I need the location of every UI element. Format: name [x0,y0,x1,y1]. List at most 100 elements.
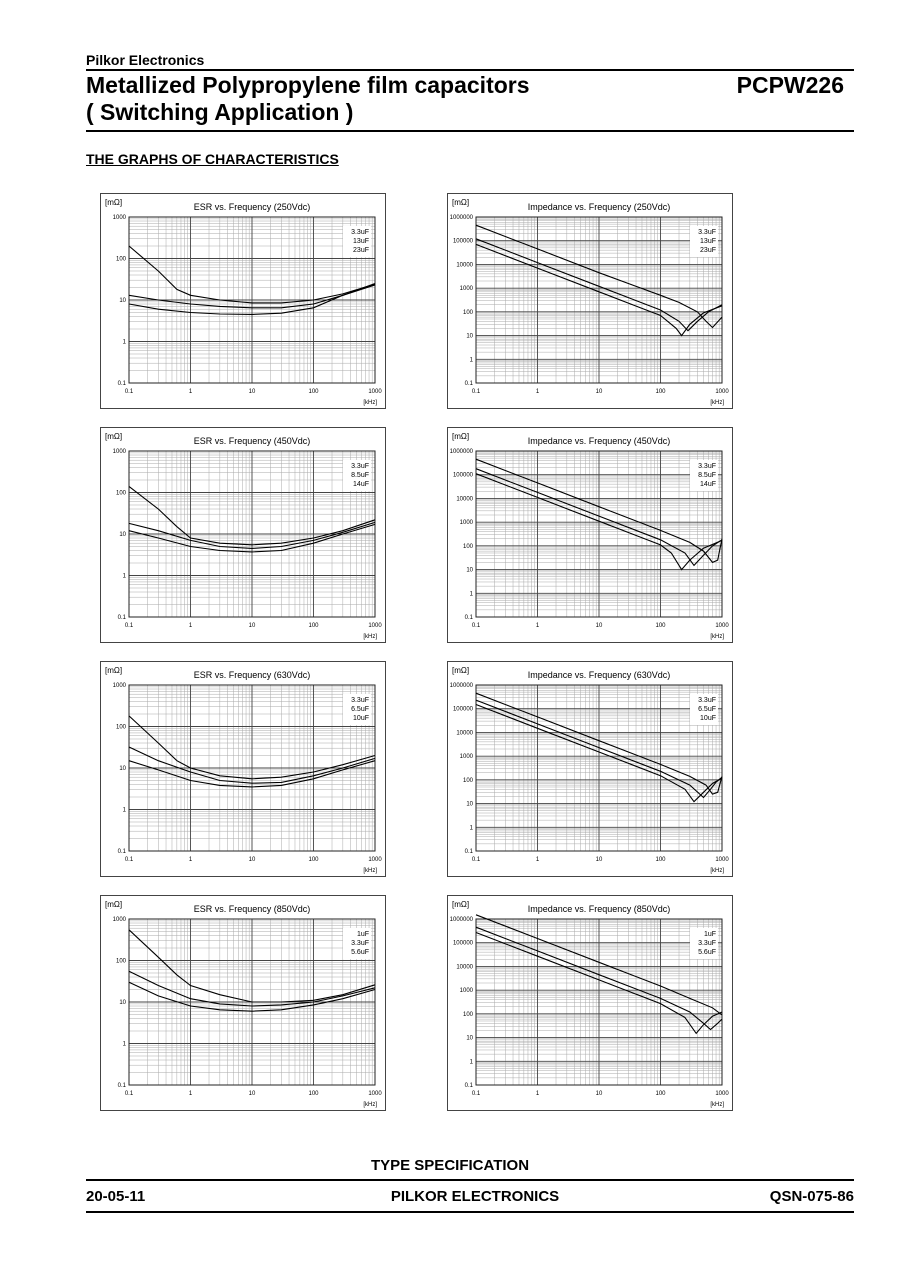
x-tick-label: 1 [536,1091,540,1097]
legend-box [343,226,371,257]
series-line-3 [128,981,376,1012]
series-line-2 [128,746,376,784]
y-tick-label: 10000 [456,964,473,970]
y-tick-label: 0.1 [118,849,127,855]
legend-entry: 23uF [353,247,369,254]
y-tick-label: 100 [463,778,474,784]
x-tick-label: 10 [249,857,256,863]
y-tick-label: 10 [119,1000,126,1006]
series-line-3 [128,282,376,315]
grid [475,918,723,1086]
grid [128,450,376,618]
plot-frame [475,684,723,852]
x-tick-label: 0.1 [472,389,481,395]
header-rule-bottom [86,130,854,132]
legend-entry: 13uF [353,238,369,245]
legend-entry: 3.3uF [698,463,716,470]
x-tick-label: 100 [655,389,666,395]
series-line-2 [128,970,376,1007]
legend-entry: 10uF [353,715,369,722]
x-tick-label: 1000 [715,623,729,629]
legend-box [690,694,718,725]
x-tick-label: 1 [189,623,193,629]
x-tick-label: 100 [655,1091,666,1097]
title-line-1: Metallized Polypropylene film capacitors [86,72,530,98]
plot-frame [128,918,376,1086]
y-tick-label: 1000000 [450,917,474,923]
x-tick-label: 0.1 [472,623,481,629]
chart-svg: Impedance vs. Frequency (630Vdc) [mΩ] [kHz… [450,666,730,874]
document-title: Metallized Polypropylene film capacitors… [86,72,530,126]
x-tick-label: 10 [249,389,256,395]
series-line-3 [475,243,723,337]
x-tick-label: 10 [596,1091,603,1097]
legend: 3.3uF 8.5uF 14uF [690,460,718,491]
y-tick-label: 100 [116,491,127,497]
x-tick-label: 0.1 [125,1091,134,1097]
x-tick-label: 1 [536,857,540,863]
legend-box [690,226,718,257]
x-tick-label: 10 [249,1091,256,1097]
y-tick-label: 1000000 [450,683,474,689]
series-line-2 [475,699,723,799]
x-tick-label: 1000 [368,623,382,629]
y-tick-label: 1000000 [450,215,474,221]
y-tick-label: 10000 [456,496,473,502]
legend-box [690,460,718,491]
chart-title: Impedance vs. Frequency (630Vdc) [528,670,671,680]
x-tick-label: 100 [655,623,666,629]
chart-svg: ESR vs. Frequency (850Vdc) [mΩ] [kHz] 0.1 1 1… [105,900,382,1108]
legend-entry: 3.3uF [698,940,716,947]
series-line-3 [128,523,376,553]
y-tick-label: 1000 [113,917,127,923]
y-tick-label: 100 [463,1012,474,1018]
x-tick-label: 100 [308,1091,319,1097]
x-tick-label: 1000 [368,1091,382,1097]
grid [128,684,376,852]
y-axis-unit: [mΩ] [452,432,469,441]
y-tick-label: 1 [123,340,127,346]
chart-8: Impedance vs. Frequency (850Vdc) [mΩ] [kHz… [447,895,733,1111]
x-axis-unit: [kHz] [363,868,377,874]
legend-entry: 3.3uF [351,229,369,236]
series-line-1 [475,224,723,329]
y-tick-label: 1 [123,808,127,814]
y-tick-label: 0.1 [465,1083,474,1089]
x-tick-label: 0.1 [125,857,134,863]
x-tick-label: 100 [308,857,319,863]
chart-title: ESR vs. Frequency (850Vdc) [194,904,311,914]
x-axis-unit: [kHz] [710,1102,724,1108]
legend: 3.3uF 6.5uF 10uF [690,694,718,725]
y-axis-unit: [mΩ] [452,666,469,675]
x-axis-unit: [kHz] [363,1102,377,1108]
chart-2: Impedance vs. Frequency (250Vdc) [mΩ] [kHz… [447,193,733,409]
x-axis-unit: [kHz] [363,400,377,406]
y-tick-label: 0.1 [465,615,474,621]
y-tick-label: 10000 [456,262,473,268]
series-line-2 [475,468,723,567]
legend-entry: 3.3uF [351,940,369,947]
legend-entry: 3.3uF [351,697,369,704]
y-tick-label: 1000 [460,754,474,760]
x-axis-unit: [kHz] [710,868,724,874]
type-specification: TYPE SPECIFICATION [370,1157,530,1174]
y-axis-unit: [mΩ] [105,432,122,441]
y-tick-label: 100000 [453,473,474,479]
legend: 1uF 3.3uF 5.6uF [343,928,371,959]
legend-box [690,928,718,959]
y-tick-label: 10 [119,298,126,304]
legend-entry: 5.6uF [351,949,369,956]
x-tick-label: 1 [536,623,540,629]
y-tick-label: 10 [466,1036,473,1042]
y-tick-label: 1 [123,1042,127,1048]
x-tick-label: 1 [189,389,193,395]
y-tick-label: 100 [463,310,474,316]
legend-entry: 6.5uF [351,706,369,713]
series-line-1 [128,715,376,780]
y-tick-label: 0.1 [118,381,127,387]
x-tick-label: 100 [308,623,319,629]
y-tick-label: 100 [463,544,474,550]
chart-title: Impedance vs. Frequency (850Vdc) [528,904,671,914]
legend-entry: 23uF [700,247,716,254]
y-tick-label: 1 [123,574,127,580]
